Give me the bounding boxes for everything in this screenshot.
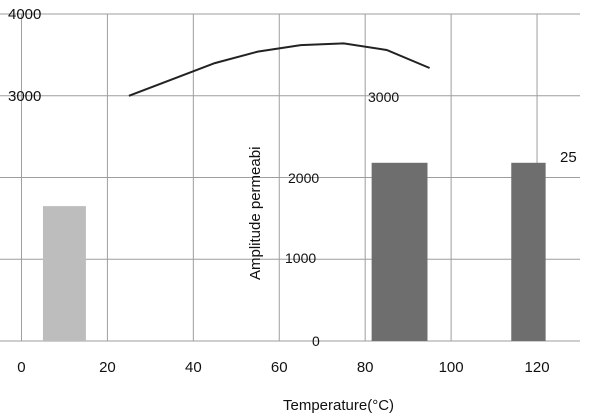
y-tick-label-outer: 4000	[8, 6, 41, 23]
side-label: 25	[560, 149, 577, 166]
y-tick-label-inner: 2000	[288, 170, 319, 186]
y-tick-label-inner: 1000	[285, 250, 316, 266]
grid	[0, 13, 580, 342]
x-tick-label: 120	[525, 359, 550, 376]
x-tick-label: 0	[17, 359, 25, 376]
y-tick-label-inner: 0	[312, 333, 320, 349]
x-tick-label: 80	[357, 359, 374, 376]
bar-series	[42, 162, 546, 341]
curve-series	[128, 42, 430, 97]
x-tick-label: 100	[439, 359, 464, 376]
x-tick-label: 60	[271, 359, 288, 376]
bar	[42, 206, 86, 341]
y-tick-label-inner: 3000	[368, 89, 399, 105]
y-axis-title: Amplitude permeabi	[247, 147, 264, 280]
bar	[371, 162, 428, 341]
bar	[511, 162, 546, 341]
y-tick-label-outer: 3000	[8, 88, 41, 105]
x-tick-label: 20	[99, 359, 116, 376]
tick-labels: 0 20 40 60 80 100 120 4000 3000 3000 2000 1000 0	[8, 6, 550, 376]
x-tick-label: 40	[185, 359, 202, 376]
curve-line	[128, 42, 430, 97]
x-axis-title: Temperature(°C)	[283, 397, 394, 414]
